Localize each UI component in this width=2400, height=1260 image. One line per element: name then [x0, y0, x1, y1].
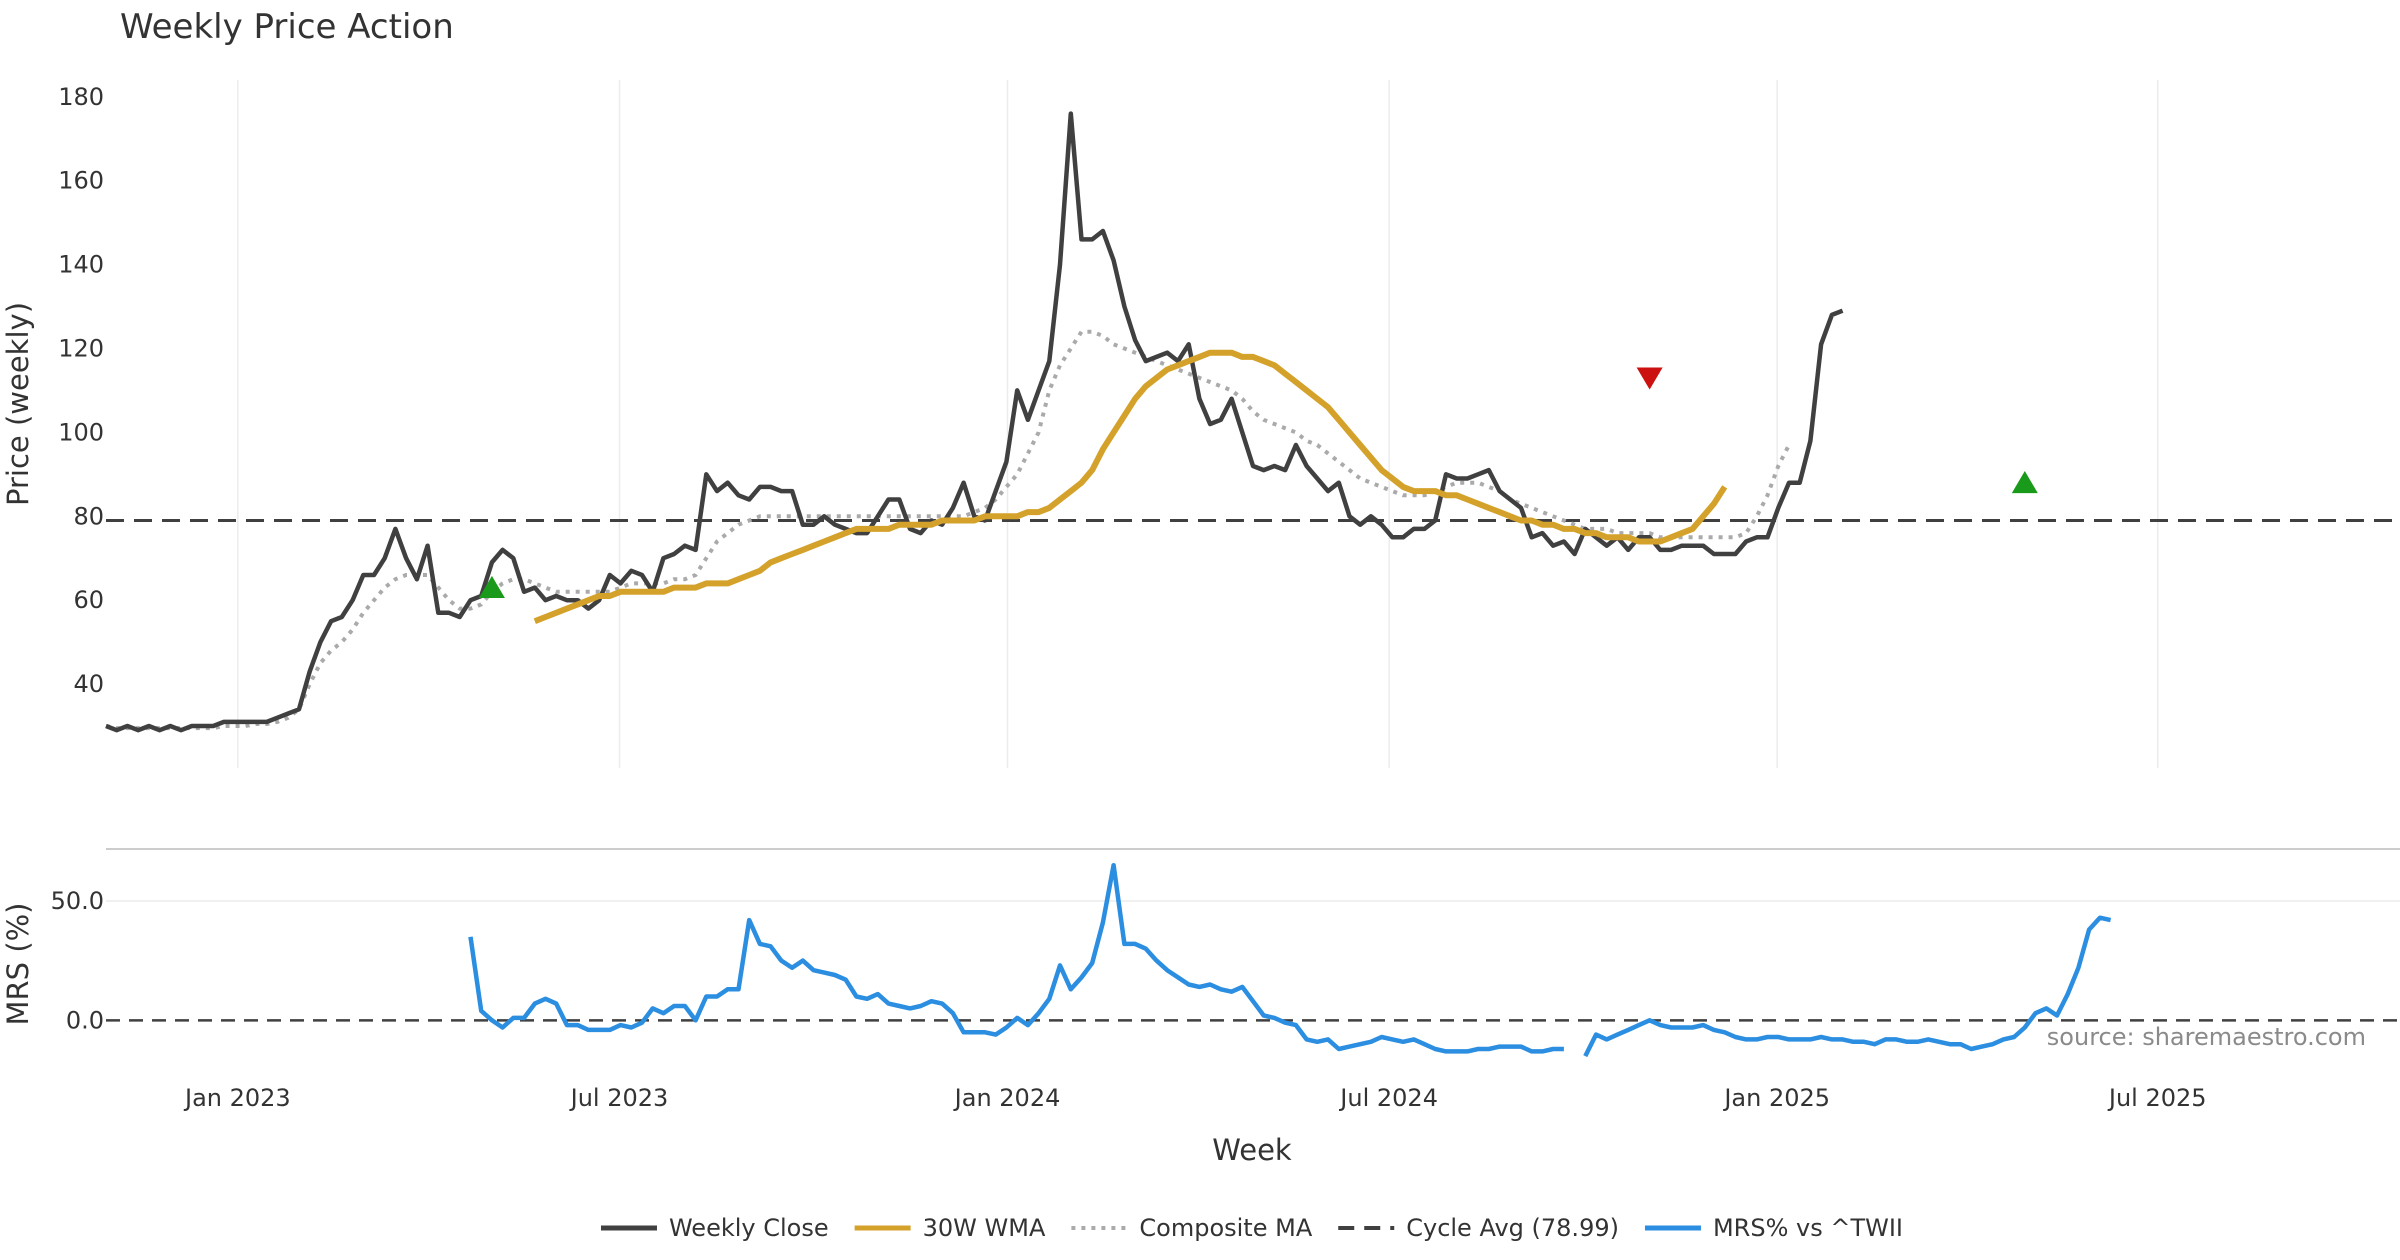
- mrs-y-tick-label: 0.0: [66, 1006, 104, 1034]
- price-y-tick-label: 100: [58, 418, 104, 446]
- mrs-panel: 0.0 50.0 MRS (%) source: sharemaestro.com: [1, 862, 2400, 1058]
- x-tick-label: Jan 2024: [953, 1084, 1061, 1112]
- buy-signal-marker: [2011, 471, 2038, 494]
- x-tick-label: Jul 2024: [1338, 1084, 1438, 1112]
- price-y-tick-label: 80: [73, 502, 104, 530]
- price-panel: 40 60 80 100 120 140 160 180 Price (weekly): [1, 80, 2400, 768]
- price-y-tick-label: 160: [58, 167, 104, 195]
- x-axis-ticks: Jan 2023 Jul 2023 Jan 2024 Jul 2024 Jan 2025…: [183, 1084, 2207, 1112]
- composite-ma-line: [105, 329, 1791, 731]
- sell-signal-marker: [1636, 367, 1663, 390]
- mrs-y-ticks: 0.0 50.0: [51, 887, 104, 1034]
- price-y-tick-label: 60: [73, 586, 104, 614]
- x-tick-label: Jul 2023: [569, 1084, 669, 1112]
- legend: Weekly Close 30W WMA Composite MA Cycle Avg…: [600, 1214, 1903, 1242]
- x-tick-label: Jan 2023: [183, 1084, 291, 1112]
- x-tick-label: Jul 2025: [2107, 1084, 2207, 1112]
- mrs-y-tick-label: 50.0: [51, 887, 104, 915]
- source-note: source: sharemaestro.com: [2047, 1023, 2366, 1051]
- price-y-tick-label: 120: [58, 334, 104, 362]
- mrs-y-axis-label: MRS (%): [1, 903, 35, 1026]
- buy-signal-marker: [478, 575, 505, 599]
- price-y-ticks: 40 60 80 100 120 140 160 180: [58, 83, 104, 698]
- price-y-tick-label: 140: [58, 251, 104, 279]
- price-vertical-gridlines: [237, 80, 2159, 768]
- weekly-close-line: [105, 111, 1844, 733]
- signal-markers: [478, 367, 2038, 599]
- legend-label: MRS% vs ^TWII: [1713, 1214, 1903, 1242]
- price-y-tick-label: 180: [58, 83, 104, 111]
- wma-30w-line: [533, 349, 1728, 624]
- legend-label: Cycle Avg (78.99): [1406, 1214, 1619, 1242]
- mrs-line: [468, 862, 2112, 1058]
- legend-label: 30W WMA: [923, 1214, 1046, 1242]
- price-y-axis-label: Price (weekly): [1, 302, 35, 506]
- x-axis-label: Week: [1212, 1133, 1292, 1167]
- legend-label: Weekly Close: [669, 1214, 829, 1242]
- chart-title: Weekly Price Action: [120, 7, 454, 47]
- legend-label: Composite MA: [1139, 1214, 1312, 1242]
- price-y-tick-label: 40: [73, 670, 104, 698]
- x-tick-label: Jan 2025: [1722, 1084, 1830, 1112]
